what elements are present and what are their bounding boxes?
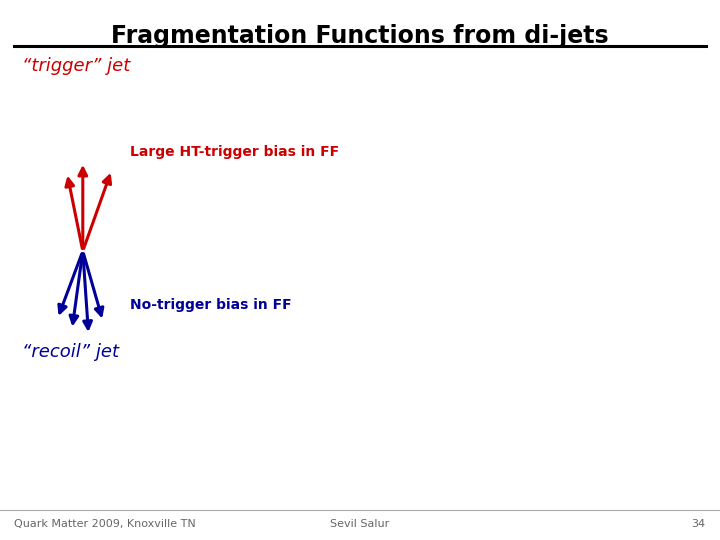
Text: Quark Matter 2009, Knoxville TN: Quark Matter 2009, Knoxville TN (14, 519, 196, 530)
Text: “recoil” jet: “recoil” jet (22, 343, 119, 361)
Text: “trigger” jet: “trigger” jet (22, 57, 130, 75)
Text: No-trigger bias in FF: No-trigger bias in FF (130, 298, 291, 312)
Text: Fragmentation Functions from di-jets: Fragmentation Functions from di-jets (111, 24, 609, 48)
Text: Large HT-trigger bias in FF: Large HT-trigger bias in FF (130, 145, 338, 159)
Text: 34: 34 (691, 519, 706, 530)
Text: Sevil Salur: Sevil Salur (330, 519, 390, 530)
